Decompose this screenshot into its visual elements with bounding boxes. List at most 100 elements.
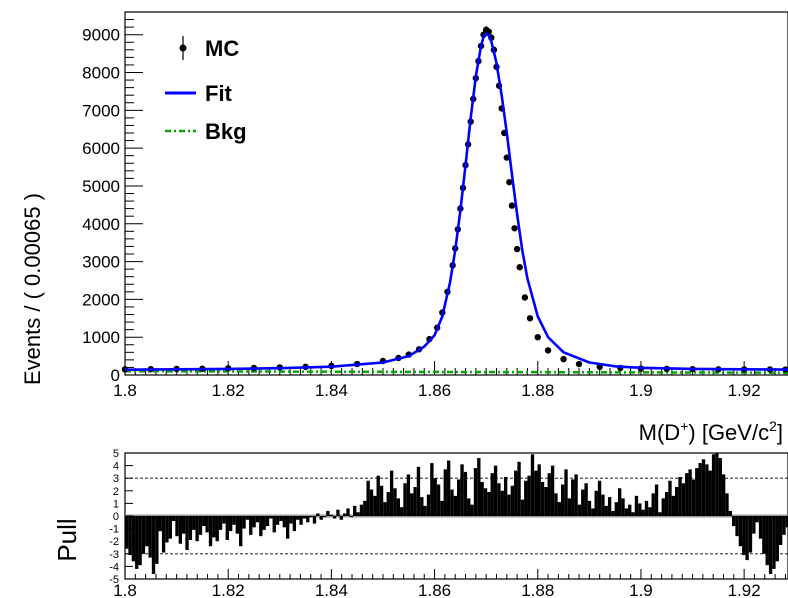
pull-bar [715, 453, 719, 516]
main-plot-frame [124, 11, 788, 376]
pull-bar [708, 470, 712, 516]
pull-bar [262, 516, 266, 530]
pull-bar [141, 516, 146, 554]
pull-bar [182, 516, 186, 534]
pull-bar [487, 492, 491, 516]
pull-bar [544, 487, 548, 516]
pull-bar [195, 516, 199, 542]
pull-bar [289, 516, 293, 524]
pull-bar [473, 468, 478, 516]
pull-bar [530, 454, 535, 516]
pull-y-tick-label: -2 [109, 536, 119, 548]
mc-point [560, 355, 567, 363]
pull-bar [524, 480, 528, 516]
main-y-tick-label: 4000 [82, 215, 120, 234]
pull-y-tick-label: 0 [113, 511, 119, 523]
main-y-axis-title: Events / ( 0.00065 ) [20, 193, 45, 385]
pull-y-tick-label: -3 [109, 549, 119, 561]
pull-bar [732, 516, 736, 527]
pull-bar [373, 495, 377, 516]
pull-bar [138, 516, 142, 566]
pull-bar [259, 516, 263, 537]
pull-bar [440, 500, 444, 516]
pull-bar [577, 504, 582, 516]
main-y-tick-label: 7000 [82, 101, 120, 120]
pull-bar [410, 493, 414, 516]
pull-bar [336, 509, 340, 516]
pull-bar [728, 510, 733, 516]
pull-bar [316, 513, 320, 516]
mc-point [526, 315, 534, 322]
pull-bar [685, 473, 689, 516]
pull-x-tick-label: 1.86 [418, 581, 451, 598]
mc-point [544, 347, 552, 354]
pull-bar [752, 516, 756, 534]
pull-y-tick-label: 2 [113, 486, 119, 498]
legend-fit-label: Fit [205, 81, 233, 106]
pull-bar [403, 483, 407, 516]
pull-x-tick-label: 1.8 [113, 581, 137, 598]
pull-x-tick-label: 1.88 [521, 581, 554, 598]
pull-bar [255, 516, 260, 523]
fit-curve-group [124, 32, 788, 372]
pull-bar [366, 480, 370, 516]
pull-bar [296, 516, 300, 520]
pull-bar [705, 464, 709, 516]
pull-bar [249, 516, 253, 535]
main-x-axis-title: M(D+) [GeV/c2] [639, 418, 783, 445]
main-x-tick-label: 1.82 [212, 381, 245, 400]
pull-bar [628, 504, 632, 516]
pull-bar [510, 485, 515, 516]
pull-x-tick-label: 1.9 [629, 581, 653, 598]
pull-bar [463, 471, 468, 516]
pull-bar [574, 474, 578, 516]
mc-point [513, 245, 521, 253]
bkg-curve [124, 369, 788, 374]
pull-y-tick-label: 5 [113, 448, 119, 460]
pull-bar [202, 516, 206, 527]
mc-point [508, 202, 516, 209]
pull-bar [534, 470, 538, 516]
pull-bar [450, 489, 454, 516]
pull-bar [668, 480, 672, 516]
pull-bar [614, 502, 618, 516]
main-y-tick-label: 5000 [82, 177, 120, 196]
pull-bar [477, 458, 481, 516]
pull-bar [742, 516, 746, 556]
pull-bar [349, 516, 354, 518]
pull-bar [239, 516, 243, 547]
pull-bar [617, 488, 622, 516]
pull-bar [457, 479, 461, 516]
pull-bar [678, 476, 682, 516]
main-plot: 0 1000 2000 3000 4000 5000 6000 7000 8000 9000 1.8… [20, 11, 788, 445]
pull-bar [611, 510, 615, 516]
pull-x-tick-label: 1.82 [212, 581, 245, 598]
pull-bar [322, 516, 327, 518]
pull-bar [279, 516, 283, 522]
pull-bar [493, 465, 498, 516]
pull-bar [379, 485, 384, 516]
pull-bar [205, 516, 209, 533]
pull-bar [188, 516, 193, 540]
pull-bar [131, 516, 136, 562]
pull-bar [292, 516, 297, 532]
pull-bar [557, 502, 561, 516]
pull-bar [309, 516, 313, 518]
pull-bar [359, 504, 364, 516]
pull-bar [778, 516, 783, 545]
pull-y-tick-label: 1 [113, 498, 119, 510]
pull-bar [748, 516, 753, 553]
legend: MC Fit Bkg [165, 36, 247, 144]
pull-bar [212, 516, 216, 538]
pull-bar [711, 454, 716, 516]
pull-bar [302, 516, 307, 519]
pull-bar [145, 516, 149, 547]
pull-bar [235, 516, 240, 534]
pull-bar [155, 516, 159, 564]
pull-bar [272, 516, 276, 533]
pull-bar [671, 495, 676, 516]
pull-y-tick-label: 4 [113, 461, 119, 473]
pull-bar [386, 492, 390, 516]
pull-bar [540, 481, 545, 516]
